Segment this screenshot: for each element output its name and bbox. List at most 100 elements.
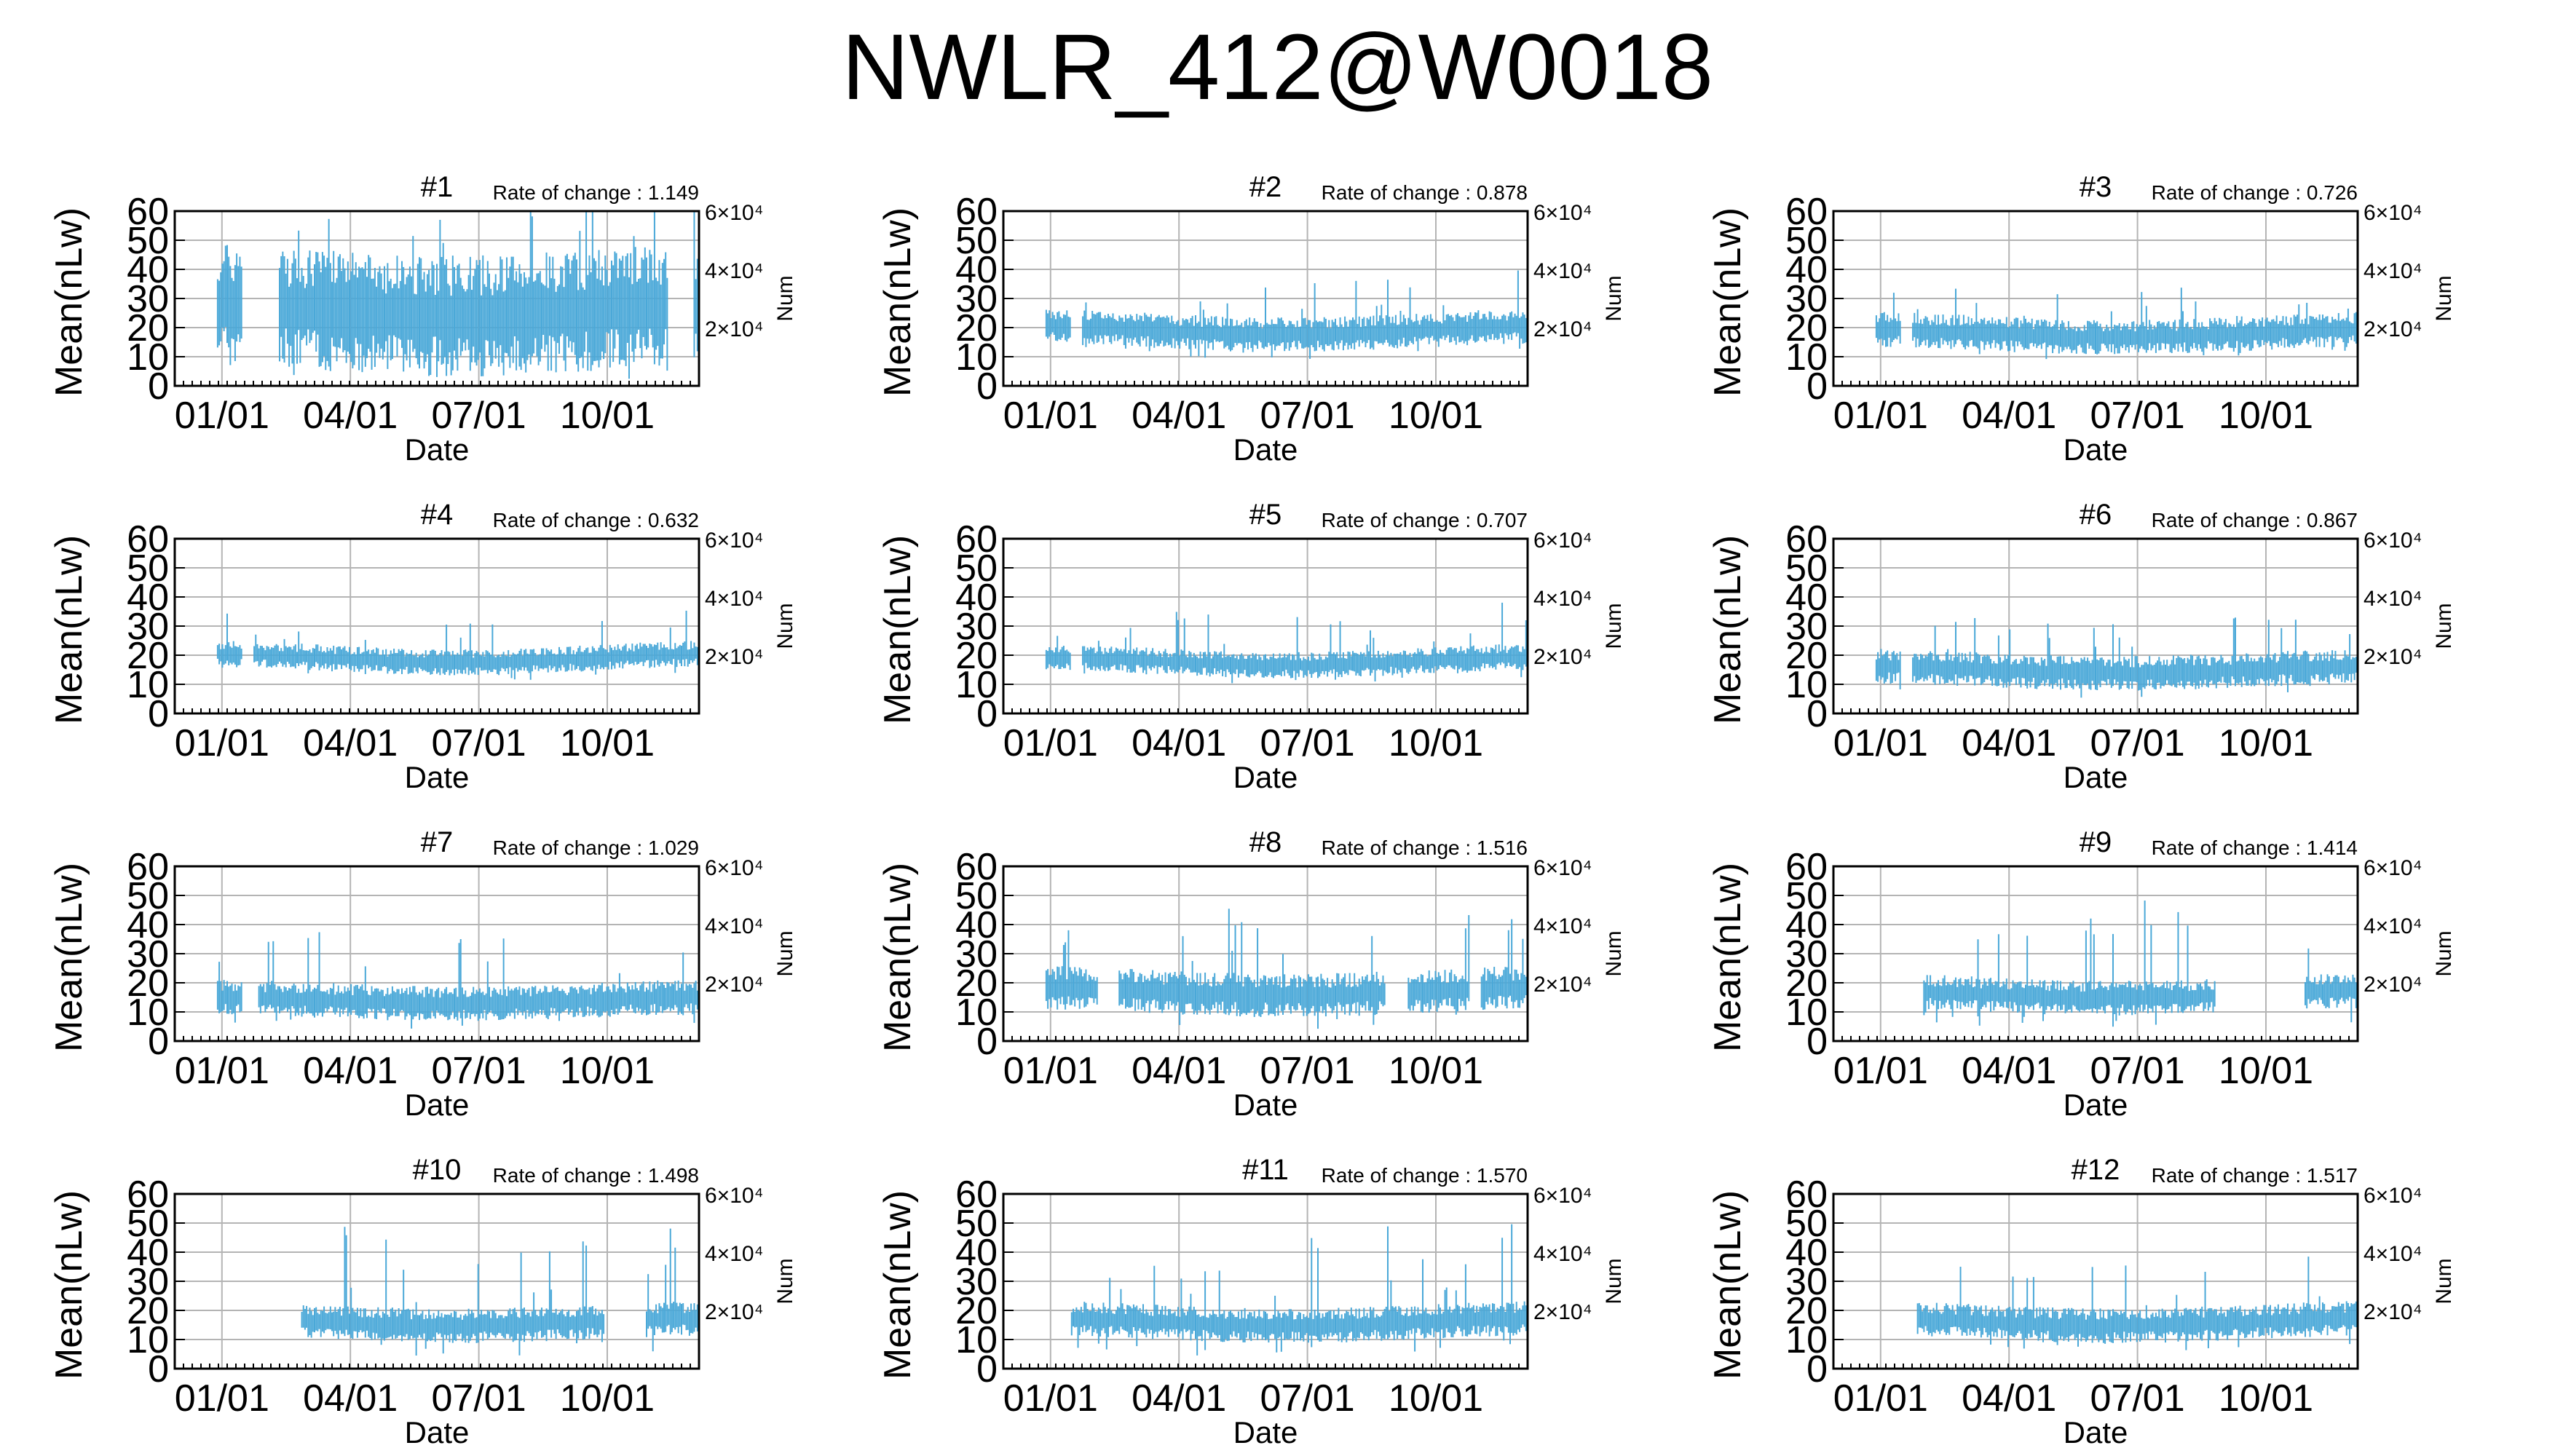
- rate-of-change-label: Rate of change : 1.029: [493, 836, 699, 859]
- x-tick-label: 01/01: [1833, 1050, 1928, 1092]
- x-tick-label: 10/01: [1389, 395, 1483, 437]
- y-tick-label: 60: [127, 518, 169, 561]
- y-tick-label: 10: [1785, 1319, 1828, 1361]
- y2-axis-label: Num: [2432, 275, 2456, 321]
- rate-of-change-label: Rate of change : 0.632: [493, 509, 699, 531]
- x-tick-label: 01/01: [175, 1377, 269, 1420]
- y-tick-label: 10: [127, 664, 169, 706]
- y-tick-label: 50: [1785, 1203, 1828, 1245]
- y2-tick-label: 2×10⁴: [1533, 973, 1592, 997]
- y-axis-label: Mean(nLw): [48, 535, 90, 724]
- y2-tick-label: 6×10⁴: [1533, 529, 1592, 553]
- y-tick-label: 10: [127, 992, 169, 1034]
- y-tick-label: 60: [955, 191, 998, 233]
- x-axis-label: Date: [1233, 432, 1298, 467]
- y-tick-label: 40: [1785, 1232, 1828, 1274]
- y2-tick-label: 4×10⁴: [2364, 587, 2422, 611]
- y2-tick-label: 4×10⁴: [1533, 587, 1592, 611]
- y2-tick-label: 4×10⁴: [705, 259, 763, 283]
- y-tick-label: 30: [127, 1261, 169, 1303]
- y2-tick-label: 4×10⁴: [705, 587, 763, 611]
- y2-tick-label: 2×10⁴: [2364, 317, 2422, 341]
- y2-axis-label: Num: [1602, 930, 1626, 976]
- x-tick-label: 01/01: [1003, 1377, 1098, 1420]
- x-axis-label: Date: [1233, 760, 1298, 794]
- y2-tick-label: 2×10⁴: [1533, 645, 1592, 669]
- y-tick-label: 0: [976, 1021, 998, 1063]
- y2-axis-label: Num: [2432, 1258, 2456, 1304]
- x-tick-label: 01/01: [1003, 722, 1098, 764]
- y2-tick-label: 6×10⁴: [705, 856, 763, 880]
- y-tick-label: 50: [955, 547, 998, 590]
- y-tick-label: 30: [127, 606, 169, 648]
- y2-tick-label: 2×10⁴: [1533, 1300, 1592, 1324]
- x-tick-label: 04/01: [1962, 1377, 2056, 1420]
- x-tick-label: 04/01: [303, 722, 398, 764]
- y-tick-label: 60: [127, 191, 169, 233]
- y2-tick-label: 6×10⁴: [2364, 1184, 2422, 1208]
- y-tick-label: 50: [955, 875, 998, 917]
- y2-axis-label: Num: [2432, 603, 2456, 649]
- x-axis-label: Date: [2064, 1415, 2128, 1449]
- x-tick-label: 04/01: [1132, 1050, 1226, 1092]
- x-tick-label: 07/01: [432, 1050, 526, 1092]
- subplot-title: #3: [2080, 171, 2112, 203]
- y-tick-label: 20: [955, 1290, 998, 1332]
- x-tick-label: 04/01: [1132, 1377, 1226, 1420]
- subplot-title: #5: [1249, 499, 1282, 531]
- rate-of-change-label: Rate of change : 1.149: [493, 181, 699, 204]
- y-tick-label: 10: [955, 1319, 998, 1361]
- y-tick-label: 0: [976, 365, 998, 408]
- rate-of-change-label: Rate of change : 0.726: [2152, 181, 2358, 204]
- y-tick-label: 0: [148, 365, 169, 408]
- y-tick-label: 20: [127, 1290, 169, 1332]
- x-tick-label: 04/01: [1962, 395, 2056, 437]
- y-tick-label: 40: [1785, 904, 1828, 946]
- y2-tick-label: 4×10⁴: [705, 1242, 763, 1266]
- y-tick-label: 60: [1785, 846, 1828, 888]
- y2-tick-label: 2×10⁴: [705, 645, 763, 669]
- y-axis-label: Mean(nLw): [1707, 863, 1749, 1052]
- y-axis-label: Mean(nLw): [48, 863, 90, 1052]
- y-tick-label: 40: [955, 577, 998, 619]
- y-axis-label: Mean(nLw): [877, 1190, 919, 1380]
- y-axis-label: Mean(nLw): [877, 863, 919, 1052]
- subplot-title: #10: [413, 1154, 462, 1186]
- y-tick-label: 0: [1806, 693, 1828, 735]
- y-axis-label: Mean(nLw): [1707, 1190, 1749, 1380]
- y2-axis-label: Num: [1602, 275, 1626, 321]
- y-tick-label: 20: [1785, 1290, 1828, 1332]
- x-axis-label: Date: [1233, 1088, 1298, 1122]
- y-tick-label: 50: [955, 220, 998, 262]
- y2-axis-label: Num: [773, 275, 797, 321]
- y2-tick-label: 2×10⁴: [2364, 1300, 2422, 1324]
- subplot-title: #8: [1249, 826, 1282, 858]
- y-tick-label: 50: [127, 1203, 169, 1245]
- x-tick-label: 07/01: [2090, 1050, 2185, 1092]
- y-tick-label: 60: [1785, 518, 1828, 561]
- y-tick-label: 30: [1785, 278, 1828, 320]
- y-tick-label: 30: [955, 278, 998, 320]
- y-tick-label: 40: [127, 904, 169, 946]
- y2-axis-label: Num: [773, 1258, 797, 1304]
- y-tick-label: 0: [1806, 1021, 1828, 1063]
- y-tick-label: 0: [1806, 365, 1828, 408]
- y-tick-label: 40: [127, 249, 169, 291]
- x-tick-label: 04/01: [1132, 395, 1226, 437]
- y-tick-label: 40: [127, 1232, 169, 1274]
- y2-axis-label: Num: [1602, 1258, 1626, 1304]
- y2-tick-label: 4×10⁴: [2364, 914, 2422, 938]
- y-tick-label: 20: [955, 635, 998, 677]
- rate-of-change-label: Rate of change : 1.414: [2152, 836, 2358, 859]
- y-tick-label: 0: [148, 1021, 169, 1063]
- y-tick-label: 30: [1785, 606, 1828, 648]
- x-tick-label: 07/01: [2090, 1377, 2185, 1420]
- y-tick-label: 30: [1785, 933, 1828, 976]
